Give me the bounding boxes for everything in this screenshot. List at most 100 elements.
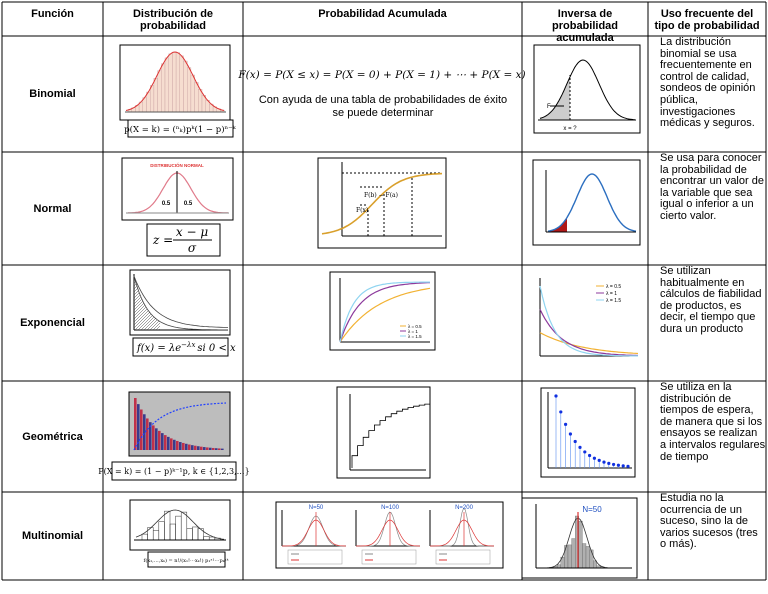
histogram-bar [564, 545, 569, 569]
panel-title: N=100 [381, 505, 400, 511]
histogram-bar [200, 446, 203, 450]
column-header: Distribución de probabilidad [132, 8, 214, 32]
usage-text: Estudia no la ocurrencia de un suceso, s… [660, 493, 758, 551]
curve [125, 51, 225, 111]
curve-label: F(x) [356, 207, 368, 214]
curve [539, 332, 639, 355]
histogram-bar [134, 398, 137, 450]
axis-label: F [547, 104, 551, 110]
formula: p(X = k) = (ⁿₖ)pᵏ(1 − p)ⁿ⁻ᵏ [124, 124, 236, 135]
panel-title: N=200 [455, 505, 474, 511]
image-title: DISTRIBUCIÓN NORMAL [150, 161, 204, 168]
column-header: Inversa de probabilidad acumulada [552, 8, 618, 44]
stem-dot [592, 456, 597, 460]
legend-label: λ = 0.5 [408, 324, 422, 329]
histogram-bar [179, 442, 182, 450]
histogram-bar [186, 67, 192, 113]
histogram-bar [209, 447, 212, 450]
histogram-bar [153, 78, 158, 113]
histogram-bar [194, 445, 197, 450]
stem-dot [564, 422, 568, 426]
legend-label: λ = 1.5 [408, 334, 422, 339]
usage-text: Se usa para conocer la probabilidad de e… [660, 153, 764, 222]
histogram-bar [582, 543, 587, 569]
curve [133, 402, 227, 451]
image-frame [533, 44, 641, 134]
curve [547, 173, 637, 232]
image-frame [147, 551, 226, 568]
histogram-bar [198, 89, 203, 113]
histogram-bar [176, 440, 179, 450]
column-header: Uso frecuente del tipo de probabilidad [654, 8, 760, 32]
axis-label: x = ? [563, 126, 577, 132]
histogram-bar [149, 85, 155, 113]
stem-dot [588, 453, 592, 458]
histogram-bar [175, 52, 181, 113]
formula: P(X = k) = (1 − p)ᵏ⁻¹p, k ∈ {1,2,3,…} [98, 467, 249, 476]
image-frame [111, 461, 237, 481]
column-header: Probabilidad Acumulada [318, 8, 447, 20]
histogram-bar [585, 546, 590, 569]
histogram-bar [578, 520, 583, 569]
histogram-bar [218, 448, 221, 450]
histogram-bar [170, 438, 173, 450]
note-text: Con ayuda de una tabla de probabilidades… [258, 94, 508, 119]
column-header: Función [31, 8, 74, 20]
legend-box [287, 549, 343, 565]
image-frame [132, 337, 229, 357]
stem-dot [583, 450, 587, 454]
formula: F(x) = P(X ≤ x) = P(X = 0) + P(X = 1) + … [237, 69, 525, 81]
image-frame [336, 386, 431, 479]
histogram-bar [152, 425, 155, 450]
curve [339, 282, 430, 343]
formula: f(x) = λe−λx si 0 < x [136, 341, 236, 354]
histogram-bar [206, 447, 209, 450]
area-label: 0.5 [184, 201, 193, 207]
stem-dot [578, 445, 582, 449]
formula-part: si 0 < x [197, 343, 236, 354]
histogram-bar [179, 55, 184, 113]
histogram-bar [571, 538, 576, 569]
curve [356, 519, 420, 547]
histogram-bar [164, 57, 169, 113]
histogram-bar [221, 448, 224, 450]
image-frame [317, 157, 447, 249]
histogram-bar [173, 439, 176, 450]
stem-dot [607, 461, 611, 465]
histogram-bar [149, 422, 152, 450]
function-name: Exponencial [20, 317, 85, 329]
curve [339, 281, 430, 343]
histogram-bar [155, 428, 158, 450]
function-name: Geométrica [22, 430, 83, 443]
legend-box [435, 549, 491, 565]
formula-part: z = [152, 233, 173, 247]
stem-dot [621, 464, 625, 468]
curve [135, 509, 225, 540]
histogram-bar [161, 63, 166, 113]
histogram-bar [137, 404, 140, 450]
legend-box [361, 549, 417, 565]
histogram-bar [167, 436, 170, 450]
histogram-bar [188, 444, 191, 450]
panel-title: N=50 [582, 505, 602, 514]
formula-part: −λx [181, 341, 195, 349]
legend-label: λ = 0.5 [606, 284, 621, 290]
stem-dot [612, 462, 616, 467]
function-name: Normal [33, 202, 72, 215]
histogram-bar [146, 418, 149, 450]
shaded-area [134, 276, 160, 330]
function-name: Multinomial [21, 530, 84, 542]
histogram-bar [215, 448, 218, 450]
curve-label: F(b) − F(a) [364, 192, 398, 199]
shaded-area [548, 217, 567, 232]
formula-part: σ [188, 241, 197, 255]
histogram-bar [203, 447, 206, 450]
panel-title: N=50 [309, 505, 324, 511]
curve [351, 403, 431, 468]
histogram-bar [164, 435, 167, 450]
histogram-bar [143, 414, 146, 450]
histogram-bar [212, 447, 215, 450]
usage-text: Se utiliza en la distribución de tiempos… [660, 382, 766, 463]
formula-part: f(x) = λe [136, 343, 181, 354]
